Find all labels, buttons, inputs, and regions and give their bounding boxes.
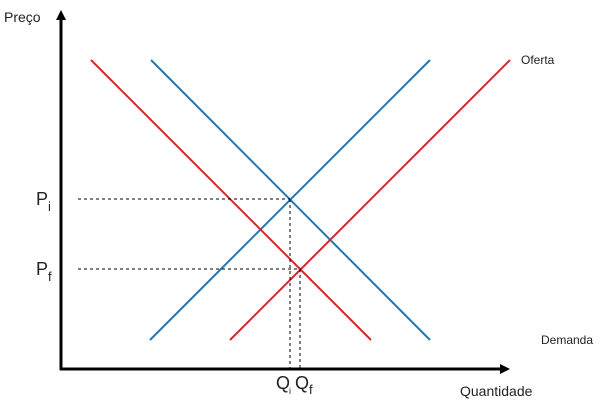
tick-q-final-sub: f	[309, 382, 313, 397]
tick-q-initial: Q i	[276, 373, 291, 396]
tick-q-initial-main: Q	[276, 373, 290, 393]
demand-label: Demanda	[541, 333, 593, 347]
y-axis-title: Preço	[4, 9, 41, 25]
supply-curve-final	[229, 59, 511, 341]
tick-q-final: Q f	[295, 373, 313, 397]
tick-p-final-main: P	[36, 259, 48, 279]
tick-p-initial-sub: i	[48, 199, 51, 214]
tick-q-final-main: Q	[295, 373, 309, 393]
tick-p-final: P f	[36, 259, 52, 284]
tick-p-initial: P i	[36, 189, 51, 214]
x-axis-title: Quantidade	[460, 383, 533, 399]
tick-p-initial-main: P	[36, 189, 48, 209]
supply-label: Oferta	[521, 53, 555, 67]
demand-curve-final	[90, 59, 372, 341]
tick-q-initial-sub: i	[289, 386, 291, 396]
tick-p-final-sub: f	[48, 269, 52, 284]
